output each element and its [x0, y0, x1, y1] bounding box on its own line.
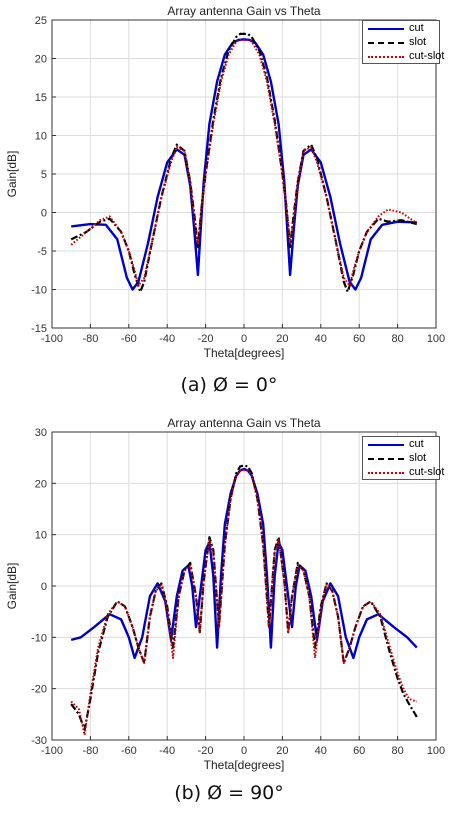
x-tick-label: -100 — [41, 745, 63, 757]
legend-item-cut-slot: cut-slot — [363, 465, 444, 479]
y-tick-label: -30 — [31, 735, 47, 747]
y-tick-label: 10 — [35, 530, 47, 542]
y-tick-label: 0 — [41, 581, 47, 593]
series-line-slot — [70, 32, 418, 293]
y-tick-label: 20 — [35, 478, 47, 490]
chart-b-caption: (b) Ø = 90° — [174, 782, 284, 804]
x-tick-label: 40 — [315, 745, 327, 757]
x-tick-label: -80 — [82, 333, 98, 345]
y-tick-label: -20 — [31, 684, 47, 696]
y-tick-label: 30 — [35, 427, 47, 439]
x-tick-label: 80 — [391, 745, 403, 757]
chart-b-svg: -100 -80 -60 -40 -20 0 20 40 60 80 100-30-20-10010… — [5, 416, 445, 772]
x-tick-label: -20 — [198, 333, 214, 345]
legend-label-cut: cut — [409, 22, 424, 34]
x-axis-label: Theta[degrees] — [204, 758, 285, 772]
x-tick-label: 0 — [241, 745, 247, 757]
y-tick-label: 15 — [35, 92, 47, 104]
chart-b-legend: cut slot cut-slot — [362, 436, 444, 480]
legend-label-cut: cut — [409, 438, 424, 450]
y-tick-label: -10 — [31, 632, 47, 644]
y-axis-label: Gain[dB] — [5, 563, 19, 610]
chart-a-caption: (a) Ø = 0° — [180, 374, 278, 396]
chart-panel-a: -100 -80 -60 -40 -20 0 20 40 60 80 100 -15 -10 -5 0 5 10… — [5, 4, 445, 396]
x-tick-label: 0 — [241, 333, 247, 345]
y-tick-label: -10 — [31, 285, 47, 297]
legend-label-slot: slot — [409, 452, 427, 464]
x-tick-label: 80 — [391, 333, 403, 345]
series-line-slot — [70, 464, 418, 731]
legend-swatch-cut-slot — [368, 56, 404, 58]
x-tick-label: 100 — [427, 745, 445, 757]
y-tick-label: -5 — [37, 246, 47, 258]
x-tick-label: 40 — [315, 333, 327, 345]
y-tick-label: 5 — [41, 169, 47, 181]
x-tick-label: -60 — [121, 745, 137, 757]
x-tick-label: -40 — [159, 333, 175, 345]
x-tick-label: -80 — [82, 745, 98, 757]
legend-item-cut: cut — [363, 437, 439, 451]
legend-label-cut-slot: cut-slot — [409, 466, 445, 478]
legend-swatch-cut — [368, 444, 404, 446]
legend-item-slot: slot — [363, 451, 439, 465]
y-tick-label: -15 — [31, 323, 47, 335]
x-tick-label: 20 — [276, 745, 288, 757]
legend-swatch-cut-slot — [368, 472, 404, 474]
x-axis-label: Theta[degrees] — [204, 346, 285, 360]
x-tick-label: -40 — [159, 745, 175, 757]
legend-item-slot: slot — [363, 35, 439, 49]
axes-frame — [51, 19, 437, 329]
x-tick-label: -20 — [198, 745, 214, 757]
x-tick-label: 60 — [353, 333, 365, 345]
series-line-cut-slot — [70, 39, 418, 287]
legend-item-cut-slot: cut-slot — [363, 49, 444, 63]
legend-label-slot: slot — [409, 36, 427, 48]
x-tick-label: 100 — [427, 333, 445, 345]
legend-label-cut-slot: cut-slot — [409, 50, 445, 62]
series-line-cut-slot — [70, 469, 418, 736]
legend-swatch-cut — [368, 28, 404, 30]
y-axis-label: Gain[dB] — [5, 151, 19, 198]
x-tick-label: -60 — [121, 333, 137, 345]
legend-swatch-slot — [368, 42, 404, 44]
x-tick-label: 60 — [353, 745, 365, 757]
chart-panel-b: -100 -80 -60 -40 -20 0 20 40 60 80 100 -30 -20 -10 0 10… — [0, 410, 458, 818]
y-tick-label: 10 — [35, 131, 47, 143]
chart-a-legend: cut slot cut-slot — [362, 20, 444, 64]
legend-item-cut: cut — [363, 21, 439, 35]
chart-title: Array antenna Gain vs Theta — [167, 4, 321, 18]
axes-frame — [51, 431, 437, 741]
legend-swatch-slot — [368, 458, 404, 460]
x-tick-label: 20 — [276, 333, 288, 345]
y-tick-label: 20 — [35, 54, 47, 66]
chart-title: Array antenna Gain vs Theta — [167, 416, 321, 430]
x-tick-label: -100 — [41, 333, 63, 345]
y-tick-label: 25 — [35, 15, 47, 27]
y-tick-label: 0 — [41, 208, 47, 220]
